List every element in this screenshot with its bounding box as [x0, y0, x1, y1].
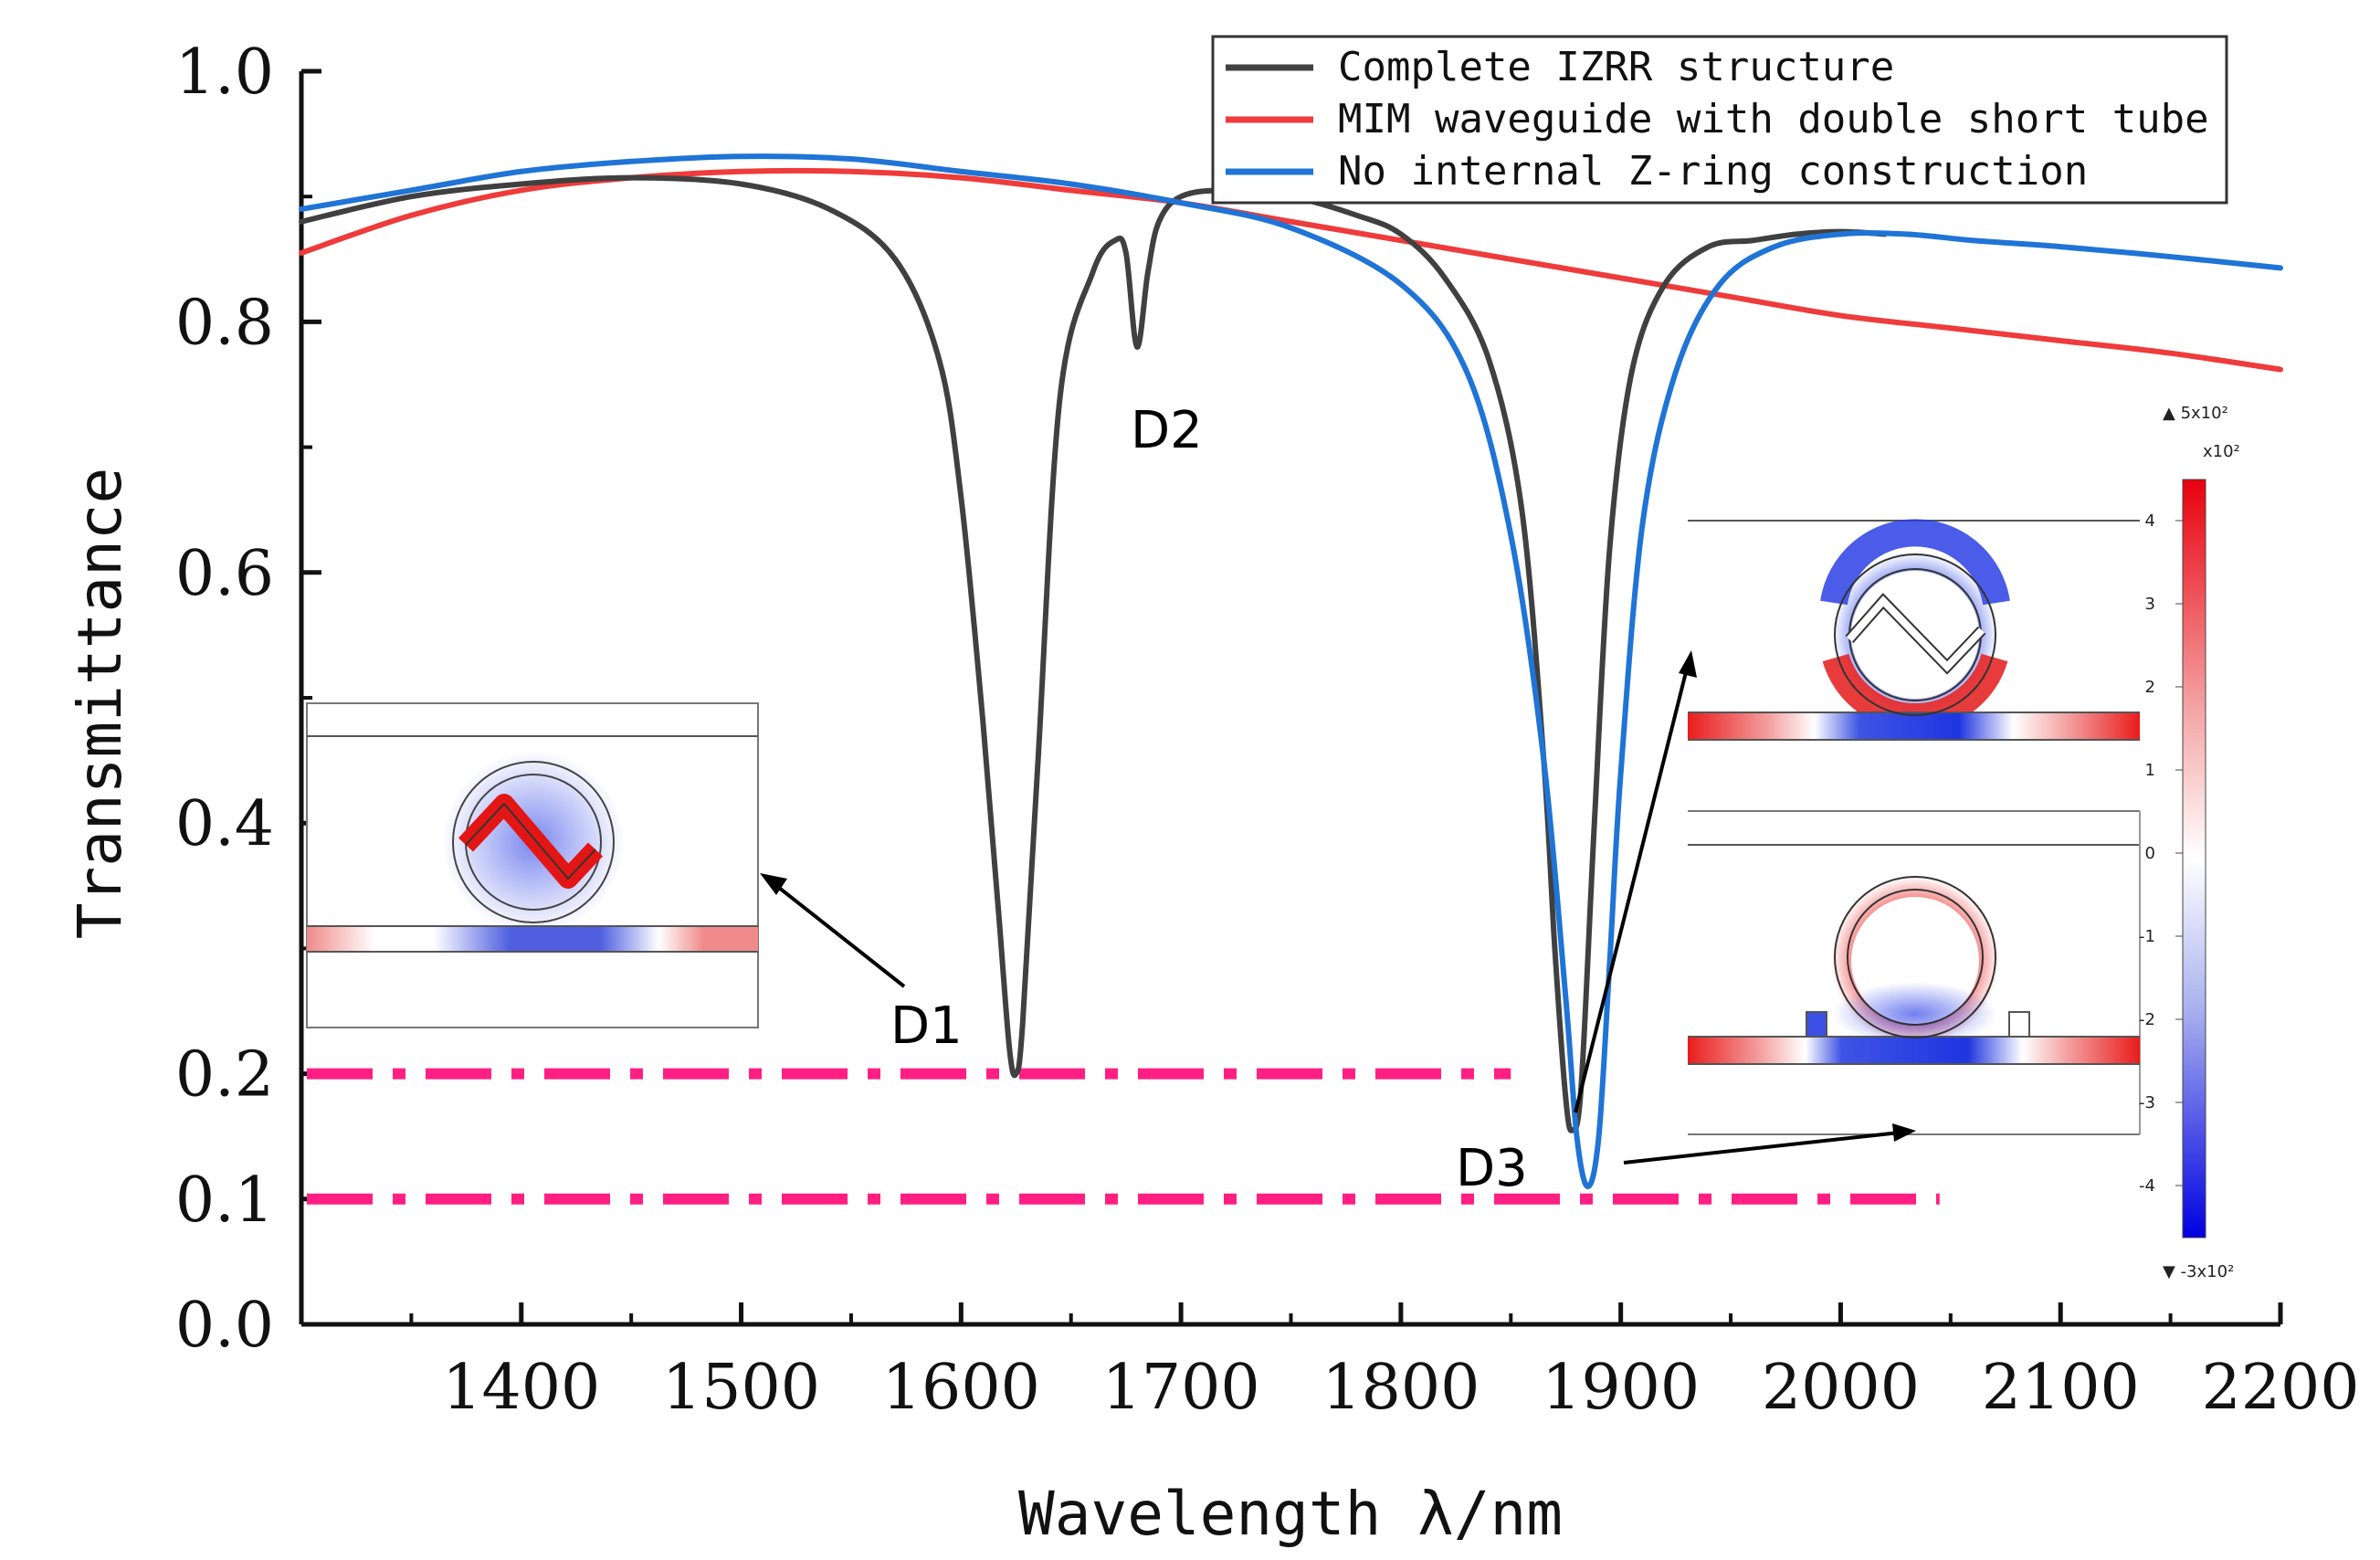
- series-line-0: [299, 174, 1888, 1133]
- field-map-d3-no-z-ring: [1688, 810, 2141, 1140]
- colorbar-max-label: ▲ 5x10²: [2163, 404, 2228, 423]
- arrow-d3-bottom: [1623, 1123, 1916, 1165]
- colorbar-tick-label: -3: [2139, 1093, 2155, 1112]
- y-tick-label: 0.1: [175, 1165, 274, 1237]
- x-tick-label: 1800: [1322, 1352, 1480, 1424]
- x-tick-label: 1900: [1542, 1352, 1700, 1424]
- annotations: D1 D2 D3: [760, 401, 1916, 1198]
- y-tick-label: 0.8: [175, 287, 274, 359]
- x-tick-label: 1700: [1102, 1352, 1260, 1424]
- x-axis-title: Wavelength λ/nm: [1018, 1479, 1563, 1549]
- colorbar-scale-label: x10²: [2203, 442, 2240, 461]
- x-tick-label: 1500: [662, 1352, 820, 1424]
- y-axis-title: Transmittance: [65, 468, 135, 940]
- legend-label-0: Complete IZRR structure: [1338, 44, 1894, 90]
- y-tick-label: 0.0: [175, 1290, 274, 1362]
- legend: Complete IZRR structure MIM waveguide wit…: [1211, 35, 2228, 205]
- legend-label-2: No internal Z-ring construction: [1338, 148, 2088, 195]
- colorbar: ▲ 5x10² x10² ▼ -3x10² 4 3 2 1 0 -1 -2 -3 -4: [2139, 404, 2240, 1281]
- arrow-d3-top: [1574, 650, 1697, 1113]
- annotation-d3: D3: [1456, 1139, 1528, 1198]
- colorbar-tick-label: 2: [2145, 678, 2155, 697]
- colorbar-tick-label: -1: [2139, 927, 2155, 946]
- annotation-d1: D1: [890, 996, 963, 1056]
- arrow-d1: [760, 873, 906, 988]
- legend-label-1: MIM waveguide with double short tube: [1338, 96, 2209, 142]
- colorbar-tick-label: -2: [2139, 1010, 2155, 1029]
- colorbar-tick-label: 0: [2145, 844, 2155, 863]
- legend-box: [1211, 35, 2228, 205]
- reference-lines: [307, 1068, 1940, 1205]
- x-tick-label: 2100: [1982, 1352, 2140, 1424]
- x-tick-label: 2200: [2201, 1352, 2359, 1424]
- y-tick-label: 0.4: [175, 788, 274, 860]
- x-tick-label: 2000: [1762, 1352, 1920, 1424]
- field-map-d1: [306, 702, 759, 1028]
- colorbar-tick-label: 4: [2145, 511, 2155, 531]
- y-ticks: 0.0 0.1 0.2 0.4 0.6 0.8 1.0: [175, 37, 321, 1362]
- series-group: [299, 153, 2283, 1190]
- annotation-d2: D2: [1131, 401, 1203, 460]
- y-tick-label: 0.2: [175, 1039, 274, 1112]
- colorbar-tick-label: 3: [2145, 595, 2155, 614]
- x-tick-label: 1400: [442, 1352, 600, 1424]
- y-tick-label: 1.0: [175, 37, 274, 109]
- y-tick-label: 0.6: [175, 538, 274, 610]
- x-ticks: 1400 1500 1600 1700 1800 1900 2000 2100 2200: [409, 1302, 2360, 1424]
- colorbar-min-label: ▼ -3x10²: [2163, 1262, 2234, 1281]
- series-line-2: [299, 153, 2283, 1190]
- colorbar-tick-label: -4: [2139, 1176, 2155, 1196]
- field-map-d3-izrr: [1688, 493, 2140, 804]
- x-tick-label: 1600: [882, 1352, 1040, 1424]
- colorbar-tick-label: 1: [2145, 761, 2155, 780]
